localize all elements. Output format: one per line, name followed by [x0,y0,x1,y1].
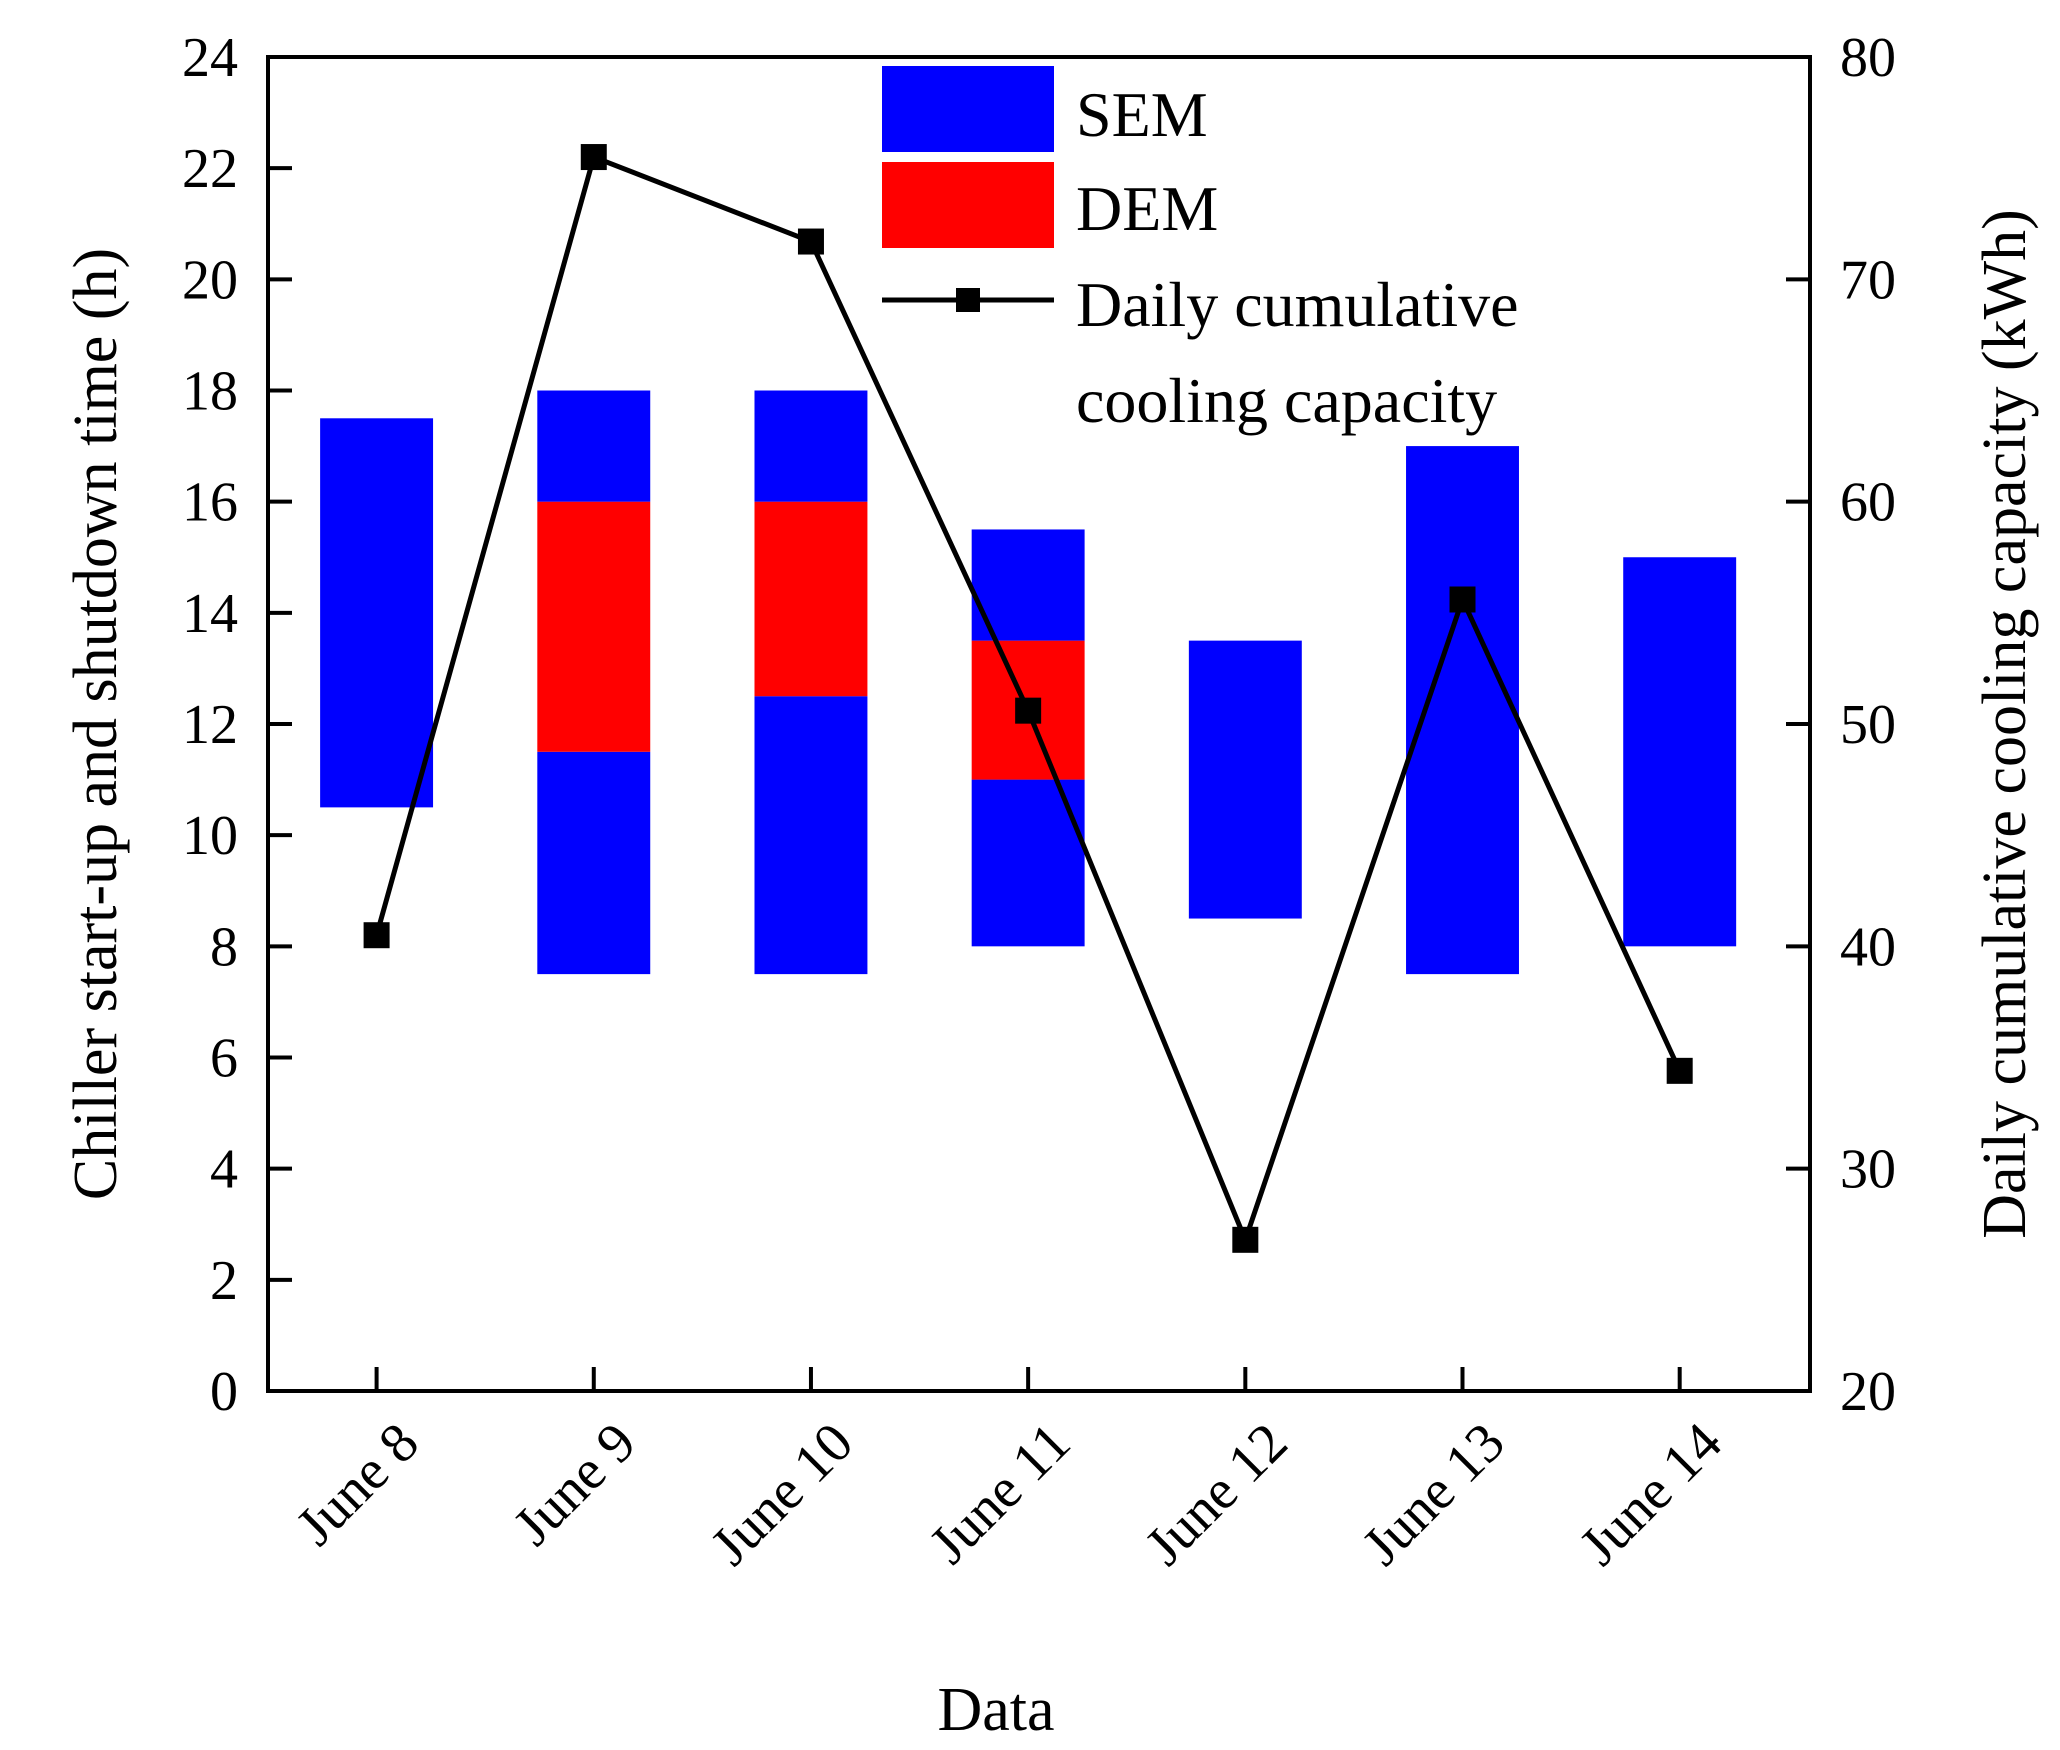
cooling-capacity-point-6 [1449,586,1476,613]
y-right-tick-label-40: 40 [1840,916,1896,978]
y-right-tick-label-20: 20 [1840,1361,1896,1423]
bar-segment-sem-5-1 [1188,640,1302,919]
y-left-tick-label-14: 14 [182,583,238,645]
y-left-tick-label-0: 0 [210,1361,238,1423]
y-right-tick-label-30: 30 [1840,1139,1896,1201]
x-tick-label-3: June 10 [699,1411,865,1577]
y-left-tick-label-16: 16 [182,472,238,534]
y-left-tick-label-2: 2 [210,1250,238,1312]
x-tick-label-5: June 12 [1134,1411,1300,1577]
legend-swatch-sem [882,66,1054,152]
legend-label-sem: SEM [1076,79,1208,150]
x-tick-label-1: June 8 [285,1411,431,1557]
y-right-tick-label-70: 70 [1840,249,1896,311]
bar-segment-sem-2-3 [537,390,651,502]
bar-segment-sem-2-1 [537,751,651,975]
bars-layer [320,390,1737,975]
bar-segment-sem-4-3 [971,529,1085,641]
x-tick-label-4: June 11 [918,1411,1082,1575]
y-left-tick-label-24: 24 [182,27,238,89]
bar-segment-dem-3-2 [754,501,868,697]
legend-line-marker [956,288,980,312]
y-left-tick-label-22: 22 [182,138,238,200]
cooling-capacity-point-7 [1666,1057,1693,1084]
x-tick-label-6: June 13 [1351,1411,1517,1577]
legend-label-line-2: cooling capacity [1076,365,1497,436]
legend-swatch-dem [882,162,1054,248]
bar-segment-sem-1-1 [320,418,434,808]
cooling-capacity-point-2 [580,144,607,171]
y-left-tick-label-18: 18 [182,361,238,423]
cooling-capacity-point-4 [1015,697,1042,724]
y-right-tick-label-60: 60 [1840,472,1896,534]
x-tick-label-2: June 9 [502,1411,648,1557]
bar-segment-sem-3-1 [754,696,868,975]
legend-label-dem: DEM [1076,173,1218,244]
y-right-tick-label-80: 80 [1840,27,1896,89]
y-left-tick-label-4: 4 [210,1139,238,1201]
y-left-tick-label-10: 10 [182,805,238,867]
bar-segment-sem-7-1 [1623,557,1737,947]
y-axis-left-title: Chiller start-up and shutdown time (h) [62,248,130,1200]
cooling-capacity-point-3 [797,228,824,255]
x-axis-title: Data [937,1676,1054,1744]
cooling-capacity-point-5 [1232,1226,1259,1253]
bar-segment-sem-3-3 [754,390,868,502]
y-right-tick-label-50: 50 [1840,694,1896,756]
bar-segment-dem-2-2 [537,501,651,752]
y-left-tick-label-20: 20 [182,249,238,311]
legend: SEM DEM Daily cumulative cooling capacit… [882,66,1519,436]
cooling-capacity-point-1 [363,922,390,949]
legend-label-line-1: Daily cumulative [1076,269,1519,340]
y-left-tick-label-8: 8 [210,916,238,978]
y-left-tick-label-12: 12 [182,694,238,756]
x-tick-label-7: June 14 [1568,1411,1734,1577]
y-axis-right-title: Daily cumulative cooling capacity (kWh) [1971,209,2039,1239]
line-layer [363,144,1693,1253]
y-left-tick-label-6: 6 [210,1028,238,1090]
